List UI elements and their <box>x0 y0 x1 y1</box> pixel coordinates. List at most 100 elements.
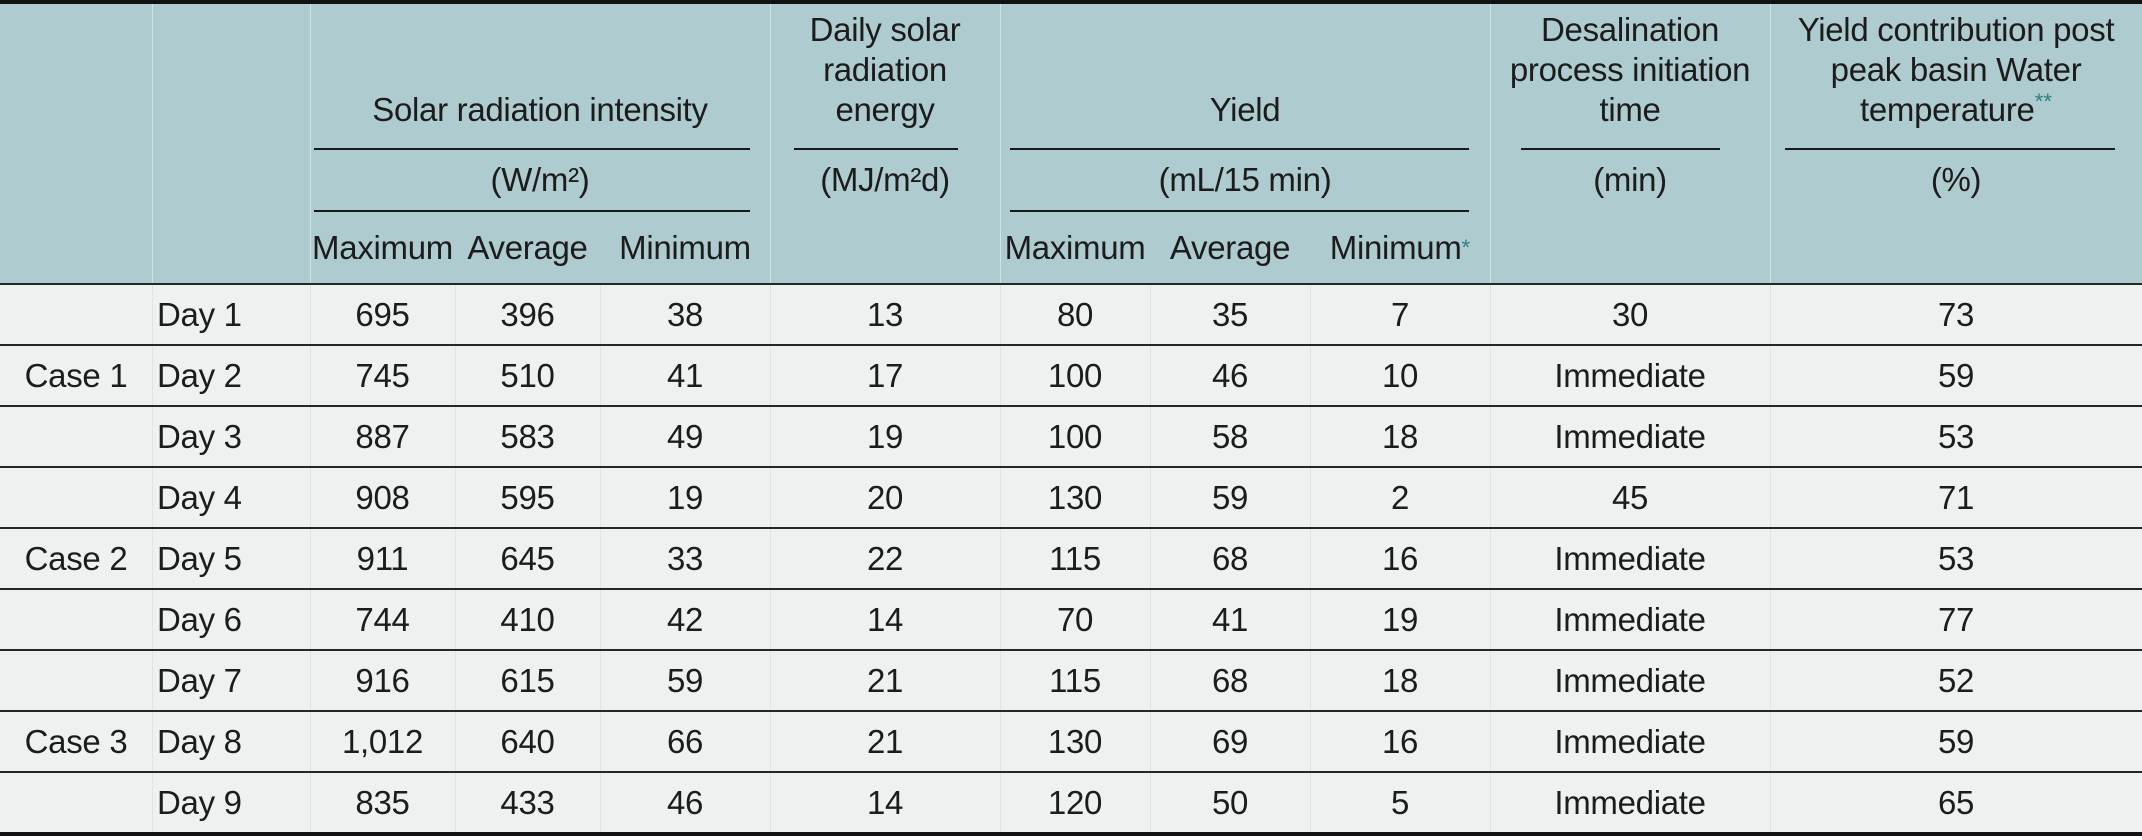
cell-day: Day 3 <box>152 405 310 467</box>
header-rule <box>314 148 751 150</box>
cell-yield-avg: 69 <box>1150 710 1311 772</box>
group-label: Desalination process initiation time <box>1509 11 1751 128</box>
cell-desalination-time: Immediate <box>1490 527 1771 589</box>
cell-solar-max: 916 <box>310 649 455 711</box>
cell-day: Day 6 <box>152 588 310 650</box>
cell-yield-max: 80 <box>1000 283 1151 345</box>
cell-solar-avg: 583 <box>455 405 600 467</box>
header-rule <box>314 210 751 212</box>
cell-day: Day 2 <box>152 344 310 406</box>
table-row: Case 3 Day 8 1,012 640 66 21 130 69 16 I… <box>0 710 2142 772</box>
cell-case <box>0 649 152 711</box>
header-rule <box>1010 210 1470 212</box>
group-unit: (MJ/m²d) <box>820 161 950 198</box>
table-row: Day 1 695 396 38 13 80 35 7 30 73 <box>0 283 2142 345</box>
cell-solar-avg: 645 <box>455 527 600 589</box>
cell-solar-max: 1,012 <box>310 710 455 772</box>
subheader-minimum-starred: Minimum * <box>1329 228 1471 266</box>
cell-solar-avg: 615 <box>455 649 600 711</box>
header-group-yield-contribution: Yield contribution post peak basin Water… <box>1770 2 2142 284</box>
cell-solar-min: 33 <box>600 527 771 589</box>
cell-energy: 14 <box>770 588 1001 650</box>
cell-day: Day 7 <box>152 649 310 711</box>
header-day-spacer <box>152 2 310 284</box>
header-case-spacer <box>0 2 152 284</box>
cell-yield-contribution: 71 <box>1770 466 2142 528</box>
cell-yield-avg: 46 <box>1150 344 1311 406</box>
cell-energy: 13 <box>770 283 1001 345</box>
table-header: Solar radiation intensity (W/m²) Maximum… <box>0 2 2142 284</box>
cell-solar-avg: 640 <box>455 710 600 772</box>
cell-yield-min: 16 <box>1310 710 1491 772</box>
cell-yield-max: 130 <box>1000 710 1151 772</box>
cell-yield-avg: 35 <box>1150 283 1311 345</box>
table-row: Day 4 908 595 19 20 130 59 2 45 71 <box>0 466 2142 528</box>
cell-solar-avg: 595 <box>455 466 600 528</box>
cell-yield-max: 100 <box>1000 344 1151 406</box>
cell-yield-contribution: 53 <box>1770 527 2142 589</box>
table-row: Case 1 Day 2 745 510 41 17 100 46 10 Imm… <box>0 344 2142 406</box>
table-row: Day 9 835 433 46 14 120 50 5 Immediate 6… <box>0 771 2142 834</box>
group-label: Solar radiation intensity <box>372 91 708 128</box>
cell-day: Day 5 <box>152 527 310 589</box>
header-rule <box>794 148 959 150</box>
cell-case <box>0 466 152 528</box>
subheader-maximum: Maximum <box>312 228 453 266</box>
cell-solar-avg: 433 <box>455 771 600 834</box>
cell-solar-max: 744 <box>310 588 455 650</box>
header-group-yield: Yield (mL/15 min) Maximum Average Minimu… <box>1000 2 1491 284</box>
cell-desalination-time: 30 <box>1490 283 1771 345</box>
cell-energy: 22 <box>770 527 1001 589</box>
cell-solar-max: 908 <box>310 466 455 528</box>
header-group-solar-radiation-intensity: Solar radiation intensity (W/m²) Maximum… <box>310 2 771 284</box>
cell-yield-min: 2 <box>1310 466 1491 528</box>
table-row: Day 3 887 583 49 19 100 58 18 Immediate … <box>0 405 2142 467</box>
subheader-minimum: Minimum <box>619 228 751 266</box>
cell-yield-contribution: 52 <box>1770 649 2142 711</box>
cell-case: Case 3 <box>0 710 152 772</box>
cell-yield-max: 115 <box>1000 527 1151 589</box>
cell-desalination-time: Immediate <box>1490 649 1771 711</box>
cell-yield-min: 19 <box>1310 588 1491 650</box>
table-row: Case 2 Day 5 911 645 33 22 115 68 16 Imm… <box>0 527 2142 589</box>
group-unit: (min) <box>1593 161 1667 198</box>
cell-desalination-time: Immediate <box>1490 405 1771 467</box>
cell-yield-min: 5 <box>1310 771 1491 834</box>
cell-energy: 17 <box>770 344 1001 406</box>
cell-energy: 21 <box>770 649 1001 711</box>
group-label: Yield contribution post peak basin Water… <box>1797 11 2115 128</box>
group-unit: (mL/15 min) <box>1158 161 1332 198</box>
cell-case: Case 2 <box>0 527 152 589</box>
subheader-maximum: Maximum <box>1004 228 1146 266</box>
cell-yield-max: 70 <box>1000 588 1151 650</box>
cell-yield-min: 18 <box>1310 405 1491 467</box>
cell-case <box>0 283 152 345</box>
cell-solar-max: 745 <box>310 344 455 406</box>
cell-solar-avg: 410 <box>455 588 600 650</box>
cell-yield-max: 130 <box>1000 466 1151 528</box>
cell-day: Day 8 <box>152 710 310 772</box>
cell-solar-min: 41 <box>600 344 771 406</box>
cell-yield-min: 7 <box>1310 283 1491 345</box>
cell-solar-max: 911 <box>310 527 455 589</box>
cell-case <box>0 771 152 834</box>
table-row: Day 7 916 615 59 21 115 68 18 Immediate … <box>0 649 2142 711</box>
cell-yield-avg: 41 <box>1150 588 1311 650</box>
cell-yield-avg: 58 <box>1150 405 1311 467</box>
cell-solar-min: 46 <box>600 771 771 834</box>
cell-case <box>0 405 152 467</box>
cell-day: Day 4 <box>152 466 310 528</box>
cell-desalination-time: Immediate <box>1490 588 1771 650</box>
header-rule <box>1785 148 2116 150</box>
cell-day: Day 9 <box>152 771 310 834</box>
header-group-desalination-initiation-time: Desalination process initiation time (mi… <box>1490 2 1771 284</box>
cell-solar-max: 695 <box>310 283 455 345</box>
cell-yield-contribution: 65 <box>1770 771 2142 834</box>
cell-yield-contribution: 53 <box>1770 405 2142 467</box>
subheader-average: Average <box>467 228 588 266</box>
cell-yield-avg: 59 <box>1150 466 1311 528</box>
cell-solar-min: 49 <box>600 405 771 467</box>
cell-desalination-time: Immediate <box>1490 344 1771 406</box>
cell-energy: 19 <box>770 405 1001 467</box>
